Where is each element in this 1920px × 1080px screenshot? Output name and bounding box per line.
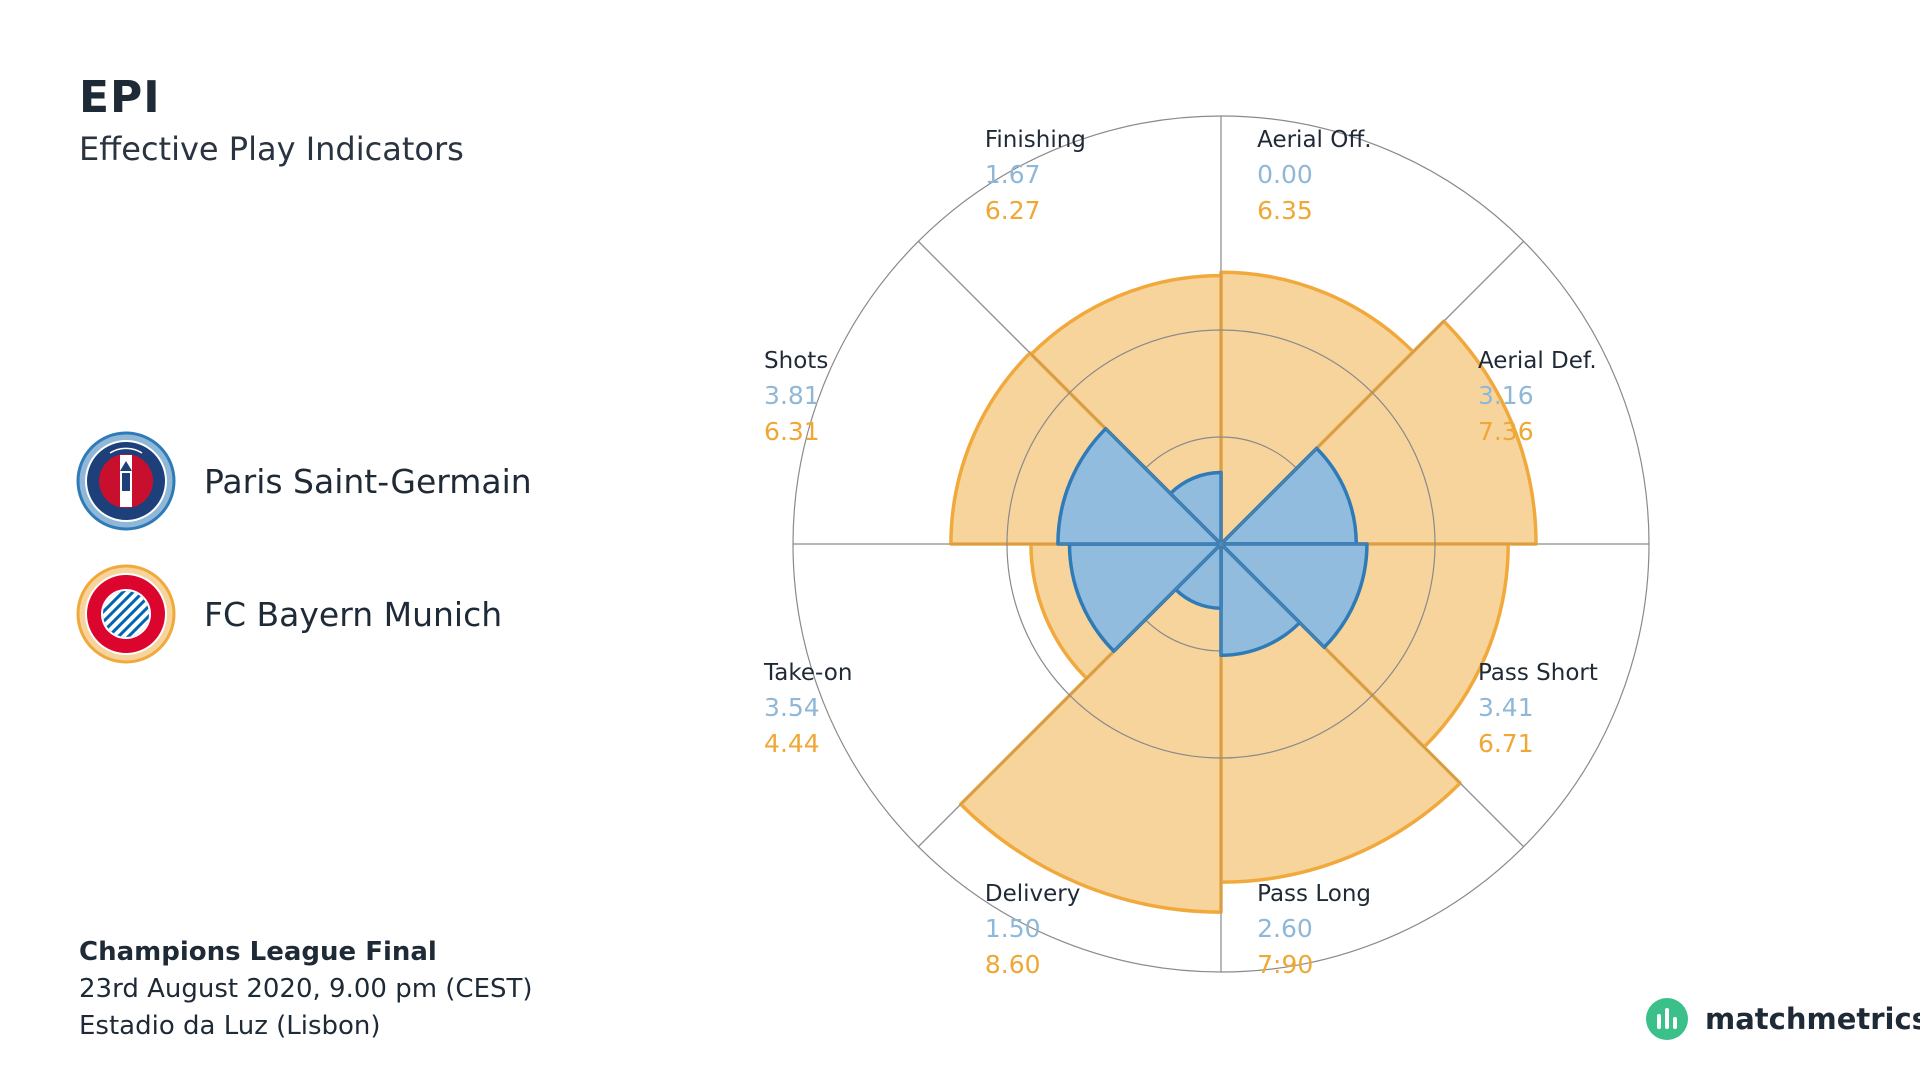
axis-label-shots: Shots 3.81 6.31 xyxy=(764,348,828,446)
axis-name-text: Finishing xyxy=(985,127,1086,153)
axis-label-take-on: Take-on 3.54 4.44 xyxy=(763,660,852,758)
axis-name-text: Aerial Off. xyxy=(1257,127,1371,153)
psg-value-label: 2.60 xyxy=(1257,914,1313,943)
psg-value-label: 3.41 xyxy=(1478,693,1534,722)
psg-value-label: 3.81 xyxy=(764,381,820,410)
axis-name-text: Shots xyxy=(764,348,828,374)
axis-name-text: Aerial Def. xyxy=(1478,348,1597,374)
axis-name-text: Pass Long xyxy=(1257,881,1371,907)
match-venue: Estadio da Luz (Lisbon) xyxy=(79,1011,381,1041)
axis-name-text: Take-on xyxy=(763,660,852,686)
bayern-wedge-0 xyxy=(1219,270,1415,546)
psg-value-label: 3.16 xyxy=(1478,381,1534,410)
chart-spoke-inner xyxy=(1220,543,1325,648)
bayern-wedge-4 xyxy=(958,542,1223,914)
axis-label-delivery: Delivery 1.50 8.60 xyxy=(985,881,1080,979)
axis-label-pass-long: Pass Long 2.60 7:90 xyxy=(1257,881,1371,979)
axis-name-text: Pass Short xyxy=(1478,660,1598,686)
match-info: Champions League Final 23rd August 2020,… xyxy=(79,934,533,1045)
axis-label-finishing: Finishing 1.67 6.27 xyxy=(985,127,1086,225)
axis-label-pass-short: Pass Short 3.41 6.71 xyxy=(1478,660,1598,758)
psg-wedge-6 xyxy=(1056,426,1223,546)
axis-label-aerial-def-: Aerial Def. 3.16 7.36 xyxy=(1478,348,1597,446)
psg-value-label: 1.50 xyxy=(985,914,1041,943)
axis-name-text: Delivery xyxy=(985,881,1080,907)
bayern-crest-icon xyxy=(76,564,176,664)
team-name-psg: Paris Saint-Germain xyxy=(204,461,532,501)
legend-item-bayern: FC Bayern Munich xyxy=(76,564,502,664)
psg-value-label: 1.67 xyxy=(985,160,1041,189)
psg-wedge-5 xyxy=(1067,542,1223,653)
page-subtitle: Effective Play Indicators xyxy=(79,130,464,168)
psg-crest-icon xyxy=(76,431,176,531)
bayern-value-label: 6.27 xyxy=(985,196,1041,225)
brand-name: matchmetrics xyxy=(1705,1002,1920,1036)
psg-wedge-3 xyxy=(1219,542,1302,658)
match-competition: Champions League Final xyxy=(79,937,437,967)
bayern-wedge-7 xyxy=(1029,273,1223,546)
chart-spoke-inner xyxy=(1220,448,1317,545)
bayern-value-label: 8.60 xyxy=(985,950,1041,979)
matchmetrics-logo-icon xyxy=(1646,998,1688,1040)
brand-logo: matchmetrics xyxy=(1645,997,1920,1041)
page-title: EPI xyxy=(79,72,161,123)
chart-spoke-inner xyxy=(1113,543,1222,652)
axis-label-aerial-off-: Aerial Off. 0.00 6.35 xyxy=(1257,127,1371,225)
bayern-value-label: 6.71 xyxy=(1478,729,1534,758)
bayern-value-label: 6.31 xyxy=(764,417,820,446)
match-datetime: 23rd August 2020, 9.00 pm (CEST) xyxy=(79,974,533,1004)
team-name-bayern: FC Bayern Munich xyxy=(204,594,503,634)
psg-value-label: 3.54 xyxy=(764,693,820,722)
bayern-value-label: 7:90 xyxy=(1257,950,1313,979)
legend-item-psg: Paris Saint-Germain xyxy=(76,431,532,531)
bayern-value-label: 6.35 xyxy=(1257,196,1313,225)
psg-wedge-2 xyxy=(1219,542,1369,649)
psg-value-label: 0.00 xyxy=(1257,160,1313,189)
psg-wedge-1 xyxy=(1219,446,1358,546)
bayern-value-label: 4.44 xyxy=(764,729,820,758)
bayern-value-label: 7.36 xyxy=(1478,417,1534,446)
chart-spoke-inner xyxy=(1105,428,1222,545)
